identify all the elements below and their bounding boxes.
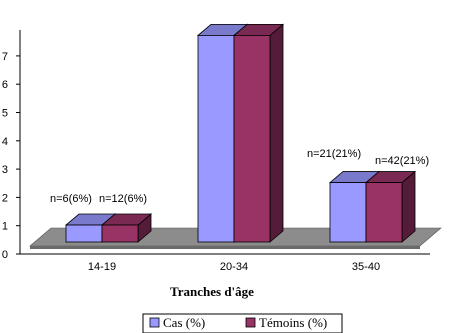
data-label: n=21(21%) <box>307 148 361 160</box>
bar-front <box>65 224 103 243</box>
data-label: n=42(21%) <box>375 155 429 167</box>
y-tick-label: 0 <box>2 249 8 261</box>
legend-label: Cas (%) <box>163 315 205 330</box>
floor-edge <box>30 246 420 249</box>
legend-box <box>142 313 343 333</box>
x-axis-title: Tranches d'âge <box>170 284 254 299</box>
legend-label: Témoins (%) <box>259 315 327 330</box>
y-tick-label: 5 <box>2 108 8 120</box>
bar-front <box>365 182 403 243</box>
y-tick-label: 7 <box>2 51 8 63</box>
x-tick-label: 20-34 <box>220 261 248 273</box>
bar-35-40-series-2 <box>364 170 417 243</box>
bar-front <box>233 35 271 243</box>
legend: Cas (%) Témoins (%) <box>142 313 343 333</box>
y-tick-label: 3 <box>2 164 8 176</box>
y-tick-label: 2 <box>2 192 8 204</box>
y-axis: 0 1 2 3 4 5 6 7 <box>2 30 21 261</box>
x-tick-label: 35-40 <box>352 261 380 273</box>
bar-side <box>269 23 284 243</box>
y-tick-label: 6 <box>2 79 8 91</box>
y-tick-label: 1 <box>2 221 8 233</box>
bar-14-19-series-2 <box>100 213 153 243</box>
y-tick-label: 4 <box>2 136 8 148</box>
legend-swatch <box>245 317 256 328</box>
bar-front <box>197 35 235 243</box>
x-axis: 14-19 20-34 35-40 <box>20 253 430 273</box>
data-label: n=12(6%) <box>99 193 147 205</box>
bar-side <box>401 170 416 243</box>
data-label: n=6(6%) <box>50 193 92 205</box>
bar-front <box>329 182 367 243</box>
data-labels: n=6(6%) n=12(6%) n=21(21%) n=42(21%) <box>50 148 429 205</box>
legend-swatch <box>149 317 160 328</box>
bar-front <box>101 224 139 243</box>
x-tick-label: 14-19 <box>88 261 116 273</box>
bar-20-34-series-2 <box>232 23 285 243</box>
bars <box>64 23 417 243</box>
